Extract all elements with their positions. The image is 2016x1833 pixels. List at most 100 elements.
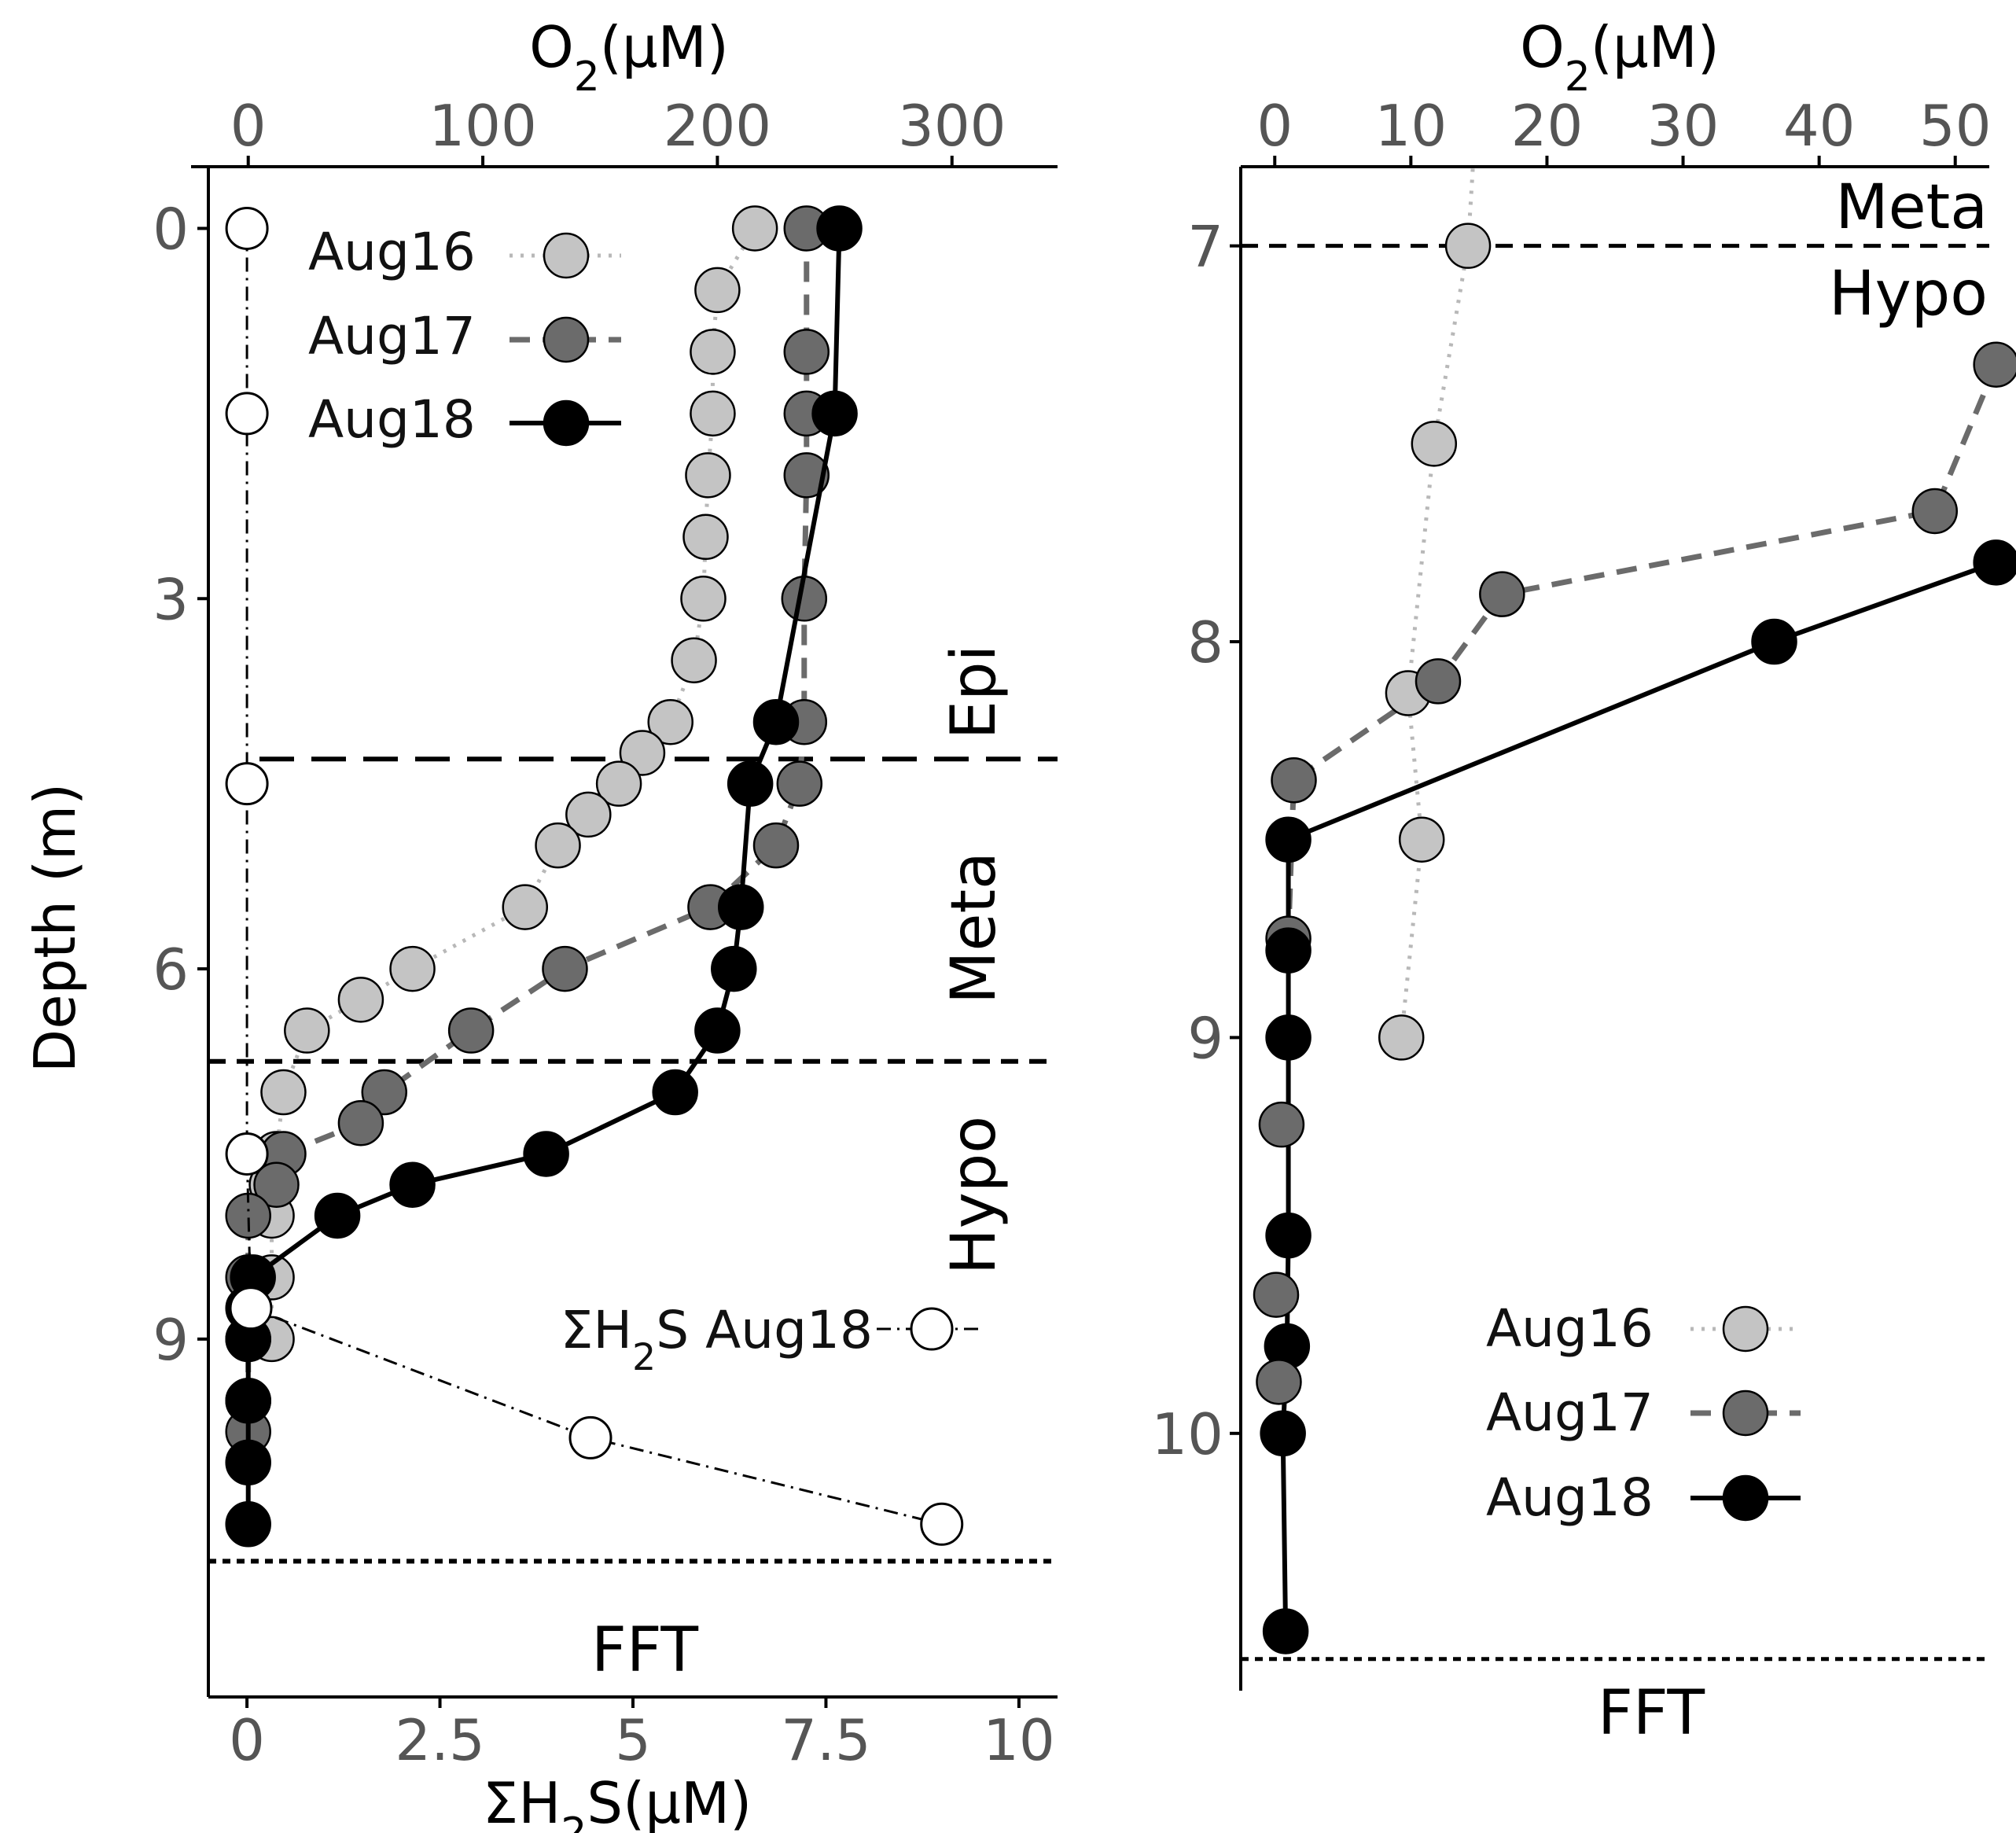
legend: Aug16 Aug17 Aug18 ΣH2S Aug18 bbox=[308, 222, 983, 1379]
h2s-tick-label: 2.5 bbox=[395, 1707, 485, 1773]
o2-tick-label: 300 bbox=[898, 93, 1006, 159]
legend-marker-aug16 bbox=[1722, 1305, 1769, 1353]
h2s-tick-label: 7.5 bbox=[781, 1707, 871, 1773]
data-point-h2s-aug18 bbox=[568, 1415, 613, 1459]
data-point-aug16 bbox=[731, 205, 778, 252]
data-point-aug18 bbox=[727, 760, 774, 807]
o2-tick-label: 10 bbox=[1375, 93, 1448, 159]
data-point-aug16 bbox=[502, 884, 549, 930]
data-point-aug18 bbox=[811, 390, 858, 437]
data-point-aug17 bbox=[1253, 1272, 1300, 1318]
data-point-aug16 bbox=[1411, 421, 1458, 467]
zone-label-fft: FFT bbox=[1598, 1678, 1705, 1749]
data-point-aug17 bbox=[1479, 571, 1525, 617]
depth-tick-label: 9 bbox=[1187, 1005, 1223, 1071]
data-point-aug17 bbox=[783, 452, 830, 499]
data-point-aug18 bbox=[711, 945, 757, 992]
data-point-aug18 bbox=[314, 1192, 361, 1239]
data-point-h2s-aug18 bbox=[920, 1502, 964, 1546]
legend-label-h2s: ΣH2S Aug18 bbox=[561, 1300, 873, 1379]
data-point-aug18 bbox=[816, 205, 863, 252]
depth-tick-label: 10 bbox=[1151, 1401, 1223, 1467]
zone-label-hypo: Hypo bbox=[1829, 259, 1988, 329]
data-point-h2s-aug18 bbox=[225, 206, 269, 250]
data-point-aug17 bbox=[776, 760, 823, 807]
zone-label-fft: FFT bbox=[591, 1615, 698, 1686]
depth-tick-label: 7 bbox=[1187, 214, 1223, 280]
legend-marker-aug16 bbox=[543, 232, 590, 279]
data-point-aug17 bbox=[1415, 658, 1462, 705]
series-line-aug17 bbox=[1286, 374, 1989, 939]
data-point-aug16 bbox=[619, 730, 666, 776]
data-point-aug17 bbox=[1258, 1101, 1305, 1148]
depth-tick-label: 6 bbox=[153, 937, 189, 1003]
data-point-aug16 bbox=[690, 390, 736, 437]
data-point-aug16 bbox=[535, 822, 581, 869]
data-point-aug17 bbox=[361, 1069, 408, 1116]
series-line-aug16 bbox=[1399, 167, 1475, 1038]
data-point-h2s-aug18 bbox=[229, 1286, 273, 1331]
data-point-aug18 bbox=[1260, 1410, 1306, 1457]
data-point-aug16 bbox=[1398, 816, 1445, 863]
legend-label-aug17: Aug17 bbox=[1486, 1382, 1654, 1443]
data-point-aug18 bbox=[1265, 927, 1312, 974]
o2-tick-label: 20 bbox=[1511, 93, 1584, 159]
data-point-aug16 bbox=[680, 576, 727, 622]
legend-marker-aug18 bbox=[1722, 1474, 1769, 1522]
legend-marker-aug18 bbox=[543, 399, 590, 447]
legend-marker-h2s bbox=[910, 1307, 954, 1351]
legend-marker-aug17 bbox=[543, 316, 590, 363]
data-point-aug16 bbox=[1378, 1014, 1425, 1061]
h2s-tick-label: 0 bbox=[229, 1707, 265, 1773]
data-point-aug16 bbox=[685, 452, 731, 499]
h2s-tick-label: 5 bbox=[615, 1707, 651, 1773]
data-point-aug17 bbox=[783, 329, 830, 375]
depth-tick-label: 0 bbox=[153, 196, 189, 262]
legend: Aug16 Aug17 Aug18 bbox=[1486, 1298, 1801, 1528]
data-point-aug16 bbox=[682, 513, 729, 561]
data-point-aug18 bbox=[225, 1439, 271, 1486]
data-point-aug16 bbox=[337, 977, 384, 1023]
data-point-aug17 bbox=[1973, 341, 2016, 388]
top-axis-title: O2(μM) bbox=[529, 14, 729, 101]
data-point-aug18 bbox=[225, 1501, 271, 1548]
h2s-tick-label: 10 bbox=[983, 1707, 1055, 1773]
data-point-aug18 bbox=[652, 1069, 698, 1116]
data-point-aug18 bbox=[389, 1161, 436, 1208]
data-point-aug16 bbox=[389, 945, 436, 992]
right-panel: 0 10 20 30 40 5078910O2(μM)MetaHypoFFTAug16Au… bbox=[1151, 14, 2016, 1749]
depth-tick-label: 9 bbox=[153, 1307, 189, 1373]
data-point-aug16 bbox=[647, 698, 693, 745]
y-axis-title: Depth (m) bbox=[22, 783, 88, 1073]
data-point-h2s-aug18 bbox=[225, 762, 269, 806]
data-point-aug16 bbox=[260, 1069, 307, 1116]
zone-label-meta: Meta bbox=[1835, 172, 1988, 243]
data-point-aug17 bbox=[1911, 488, 1959, 535]
data-point-aug16 bbox=[565, 791, 612, 838]
data-point-aug16 bbox=[595, 760, 642, 807]
legend-label-aug18: Aug18 bbox=[1486, 1467, 1654, 1528]
legend-marker-aug17 bbox=[1722, 1389, 1769, 1437]
bottom-axis-title: ΣH2S(μM) bbox=[483, 1770, 752, 1833]
legend-label-aug17: Aug17 bbox=[308, 306, 476, 366]
depth-tick-label: 8 bbox=[1187, 609, 1223, 675]
o2-tick-label: 30 bbox=[1647, 93, 1720, 159]
data-point-h2s-aug18 bbox=[225, 1132, 269, 1176]
data-point-aug17 bbox=[447, 1007, 495, 1054]
data-point-aug18 bbox=[1751, 618, 1797, 665]
legend-label-aug18: Aug18 bbox=[308, 389, 476, 450]
o2-tick-label: 0 bbox=[1256, 93, 1293, 159]
data-point-aug18 bbox=[1265, 1014, 1312, 1061]
data-point-aug18 bbox=[717, 884, 764, 930]
data-point-aug18 bbox=[225, 1378, 271, 1424]
data-point-aug17 bbox=[1271, 756, 1317, 804]
data-point-aug18 bbox=[694, 1007, 741, 1054]
data-point-aug18 bbox=[1265, 816, 1312, 863]
data-point-aug17 bbox=[752, 822, 800, 869]
zone-label-meta: Meta bbox=[939, 852, 1010, 1004]
o2-tick-label: 0 bbox=[230, 93, 267, 159]
data-point-aug18 bbox=[1265, 1212, 1312, 1259]
depth-tick-label: 3 bbox=[153, 566, 189, 632]
